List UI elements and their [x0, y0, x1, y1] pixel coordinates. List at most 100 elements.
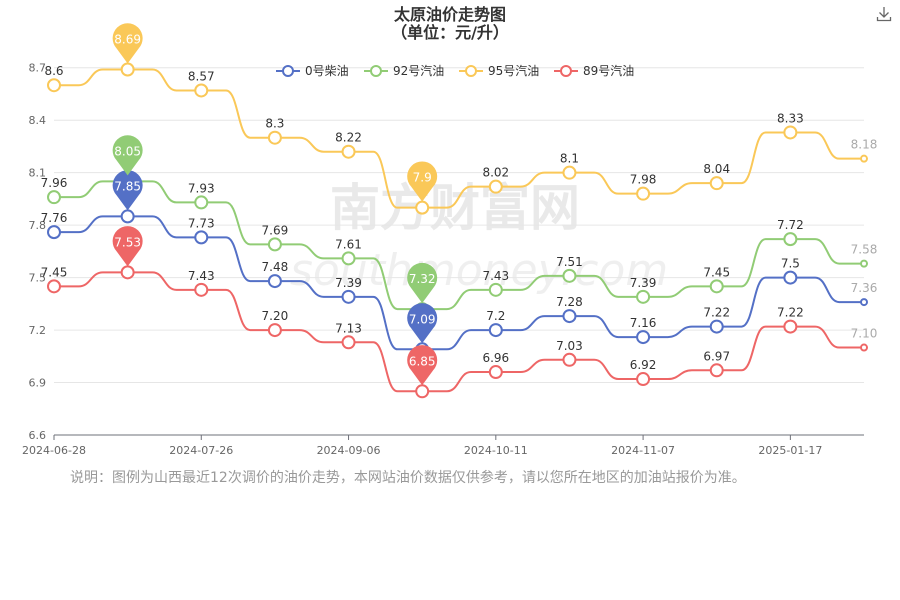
data-point[interactable]	[636, 330, 651, 345]
data-point[interactable]	[267, 323, 282, 338]
series-layer	[47, 62, 868, 399]
data-point[interactable]	[341, 289, 356, 304]
marker-pin: 7.09	[407, 303, 438, 344]
marker-pin: 8.05	[112, 135, 143, 176]
pin-label: 7.85	[114, 179, 141, 193]
marker-pin: 6.85	[407, 345, 438, 386]
data-label: 6.97	[703, 349, 730, 363]
data-point[interactable]	[562, 352, 577, 367]
data-point[interactable]	[709, 319, 724, 334]
data-point[interactable]	[636, 186, 651, 201]
pin-label: 7.32	[409, 272, 436, 286]
x-tick-label: 2024-06-28	[22, 444, 86, 457]
legend-item[interactable]: 92号汽油	[364, 63, 444, 78]
data-label: 6.92	[630, 358, 657, 372]
data-label: 7.5	[781, 257, 800, 271]
data-point[interactable]	[341, 335, 356, 350]
data-label: 8.22	[335, 131, 362, 145]
data-label: 8.02	[482, 166, 509, 180]
series-line	[54, 215, 864, 351]
data-point[interactable]	[488, 179, 503, 194]
marker-pin: 8.69	[112, 23, 143, 64]
data-point[interactable]	[120, 209, 135, 224]
data-point[interactable]	[341, 251, 356, 266]
data-label: 7.10	[851, 327, 878, 341]
data-point[interactable]	[562, 268, 577, 283]
data-point[interactable]	[194, 195, 209, 210]
data-label: 8.3	[265, 117, 284, 131]
data-point[interactable]	[267, 274, 282, 289]
data-point[interactable]	[783, 270, 798, 285]
pin-label: 7.53	[114, 235, 141, 249]
data-point[interactable]	[415, 200, 430, 215]
data-label: 7.22	[777, 306, 804, 320]
data-label: 7.69	[262, 223, 289, 237]
series-line	[54, 180, 864, 311]
data-point[interactable]	[562, 165, 577, 180]
legend-item[interactable]: 95号汽油	[459, 63, 539, 78]
legend-marker	[282, 65, 294, 77]
data-point[interactable]	[709, 363, 724, 378]
data-label: 7.43	[482, 269, 509, 283]
data-point[interactable]	[860, 154, 868, 163]
data-point[interactable]	[562, 309, 577, 324]
data-point[interactable]	[47, 279, 61, 294]
y-tick-label: 8.7	[29, 62, 47, 75]
x-tick-label: 2024-07-26	[169, 444, 233, 457]
data-point[interactable]	[47, 225, 61, 240]
marker-pin: 7.53	[112, 226, 143, 267]
marker-pin: 7.85	[112, 170, 143, 211]
data-point[interactable]	[860, 298, 868, 307]
data-point[interactable]	[709, 279, 724, 294]
series-2	[47, 62, 868, 215]
data-point[interactable]	[783, 232, 798, 247]
data-point[interactable]	[194, 282, 209, 297]
data-label: 7.76	[41, 211, 68, 225]
data-label: 7.28	[556, 295, 583, 309]
data-point[interactable]	[636, 289, 651, 304]
legend-label: 92号汽油	[393, 63, 444, 78]
data-point[interactable]	[636, 372, 651, 387]
data-label: 8.6	[44, 64, 63, 78]
data-point[interactable]	[47, 190, 61, 205]
data-point[interactable]	[783, 319, 798, 334]
chart-subtitle: （单位：元/升）	[391, 23, 509, 42]
data-label: 7.20	[262, 309, 289, 323]
x-tick-label: 2024-10-11	[464, 444, 528, 457]
data-point[interactable]	[860, 259, 868, 268]
series-line	[54, 271, 864, 393]
pin-shape	[407, 262, 438, 304]
pin-label: 7.09	[409, 312, 436, 326]
data-point[interactable]	[488, 365, 503, 380]
data-label: 7.36	[851, 281, 878, 295]
data-point[interactable]	[194, 230, 209, 245]
data-label: 7.98	[630, 173, 657, 187]
y-axis: 6.6 6.9 7.2 7.5 7.8 8.1 8.4 8.7	[29, 62, 47, 442]
data-point[interactable]	[783, 125, 798, 140]
pin-label: 6.85	[409, 354, 436, 368]
data-point[interactable]	[488, 282, 503, 297]
data-label: 7.13	[335, 321, 362, 335]
legend-marker	[560, 65, 572, 77]
grid	[54, 67, 864, 436]
y-tick-label: 7.8	[29, 219, 47, 232]
data-point[interactable]	[120, 62, 135, 77]
legend-item[interactable]: 0号柴油	[276, 64, 349, 78]
data-label: 6.96	[482, 351, 509, 365]
data-point[interactable]	[47, 78, 61, 93]
data-point[interactable]	[267, 237, 282, 252]
data-point[interactable]	[120, 265, 135, 280]
download-icon[interactable]	[876, 6, 892, 22]
data-point[interactable]	[709, 176, 724, 191]
data-point[interactable]	[488, 323, 503, 338]
data-label: 7.48	[262, 260, 289, 274]
legend-item[interactable]: 89号汽油	[554, 63, 634, 78]
data-point[interactable]	[341, 144, 356, 159]
data-label: 7.22	[703, 306, 730, 320]
data-point[interactable]	[194, 83, 209, 98]
data-point[interactable]	[415, 384, 430, 399]
legend-marker	[465, 65, 477, 77]
data-point[interactable]	[860, 343, 868, 352]
legend-label: 0号柴油	[305, 64, 349, 78]
data-point[interactable]	[267, 130, 282, 145]
